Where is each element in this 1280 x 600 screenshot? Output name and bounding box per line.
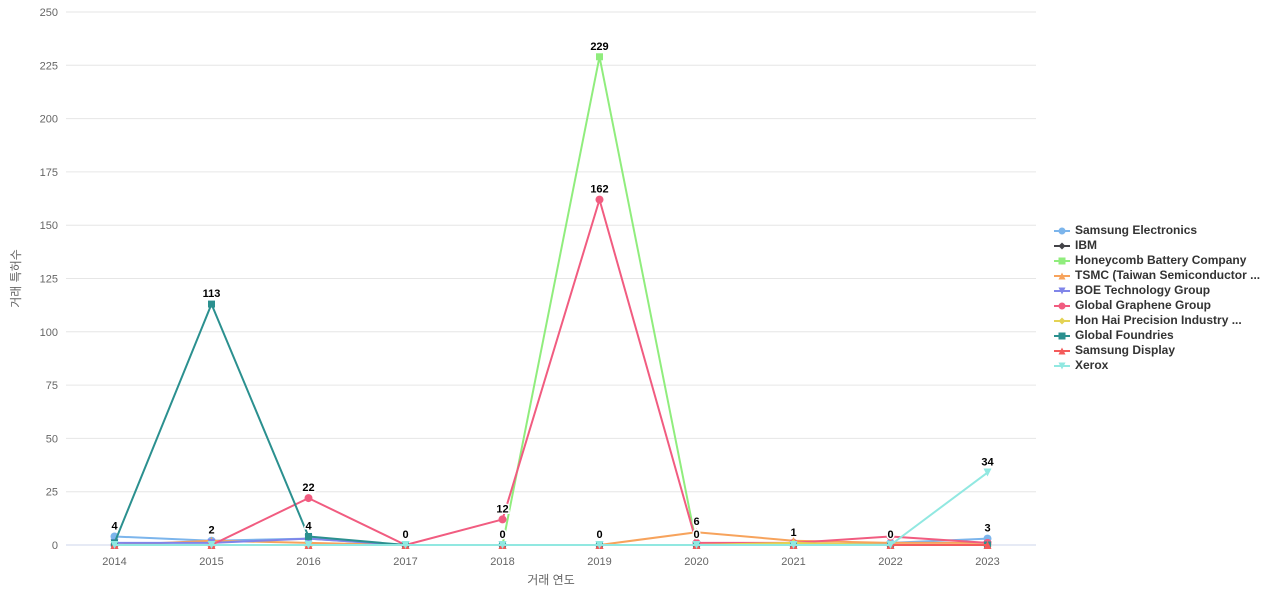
data-label-2016-4: 4 [305, 520, 312, 532]
legend-label-samsung-display: Samsung Display [1075, 343, 1176, 357]
data-label-2017-0: 0 [402, 529, 408, 541]
point-xerox-2015[interactable] [207, 541, 216, 549]
legend-marker-global-graphene-group [1054, 302, 1070, 309]
legend-item-global-foundries[interactable]: Global Foundries [1054, 328, 1260, 343]
legend-label-honeycomb-battery-company: Honeycomb Battery Company [1075, 253, 1247, 267]
point-xerox-2019[interactable] [595, 541, 604, 549]
legend-marker-global-foundries [1054, 332, 1070, 339]
point-xerox-2014[interactable] [110, 541, 119, 549]
data-label-2021-1: 1 [790, 527, 796, 539]
legend-item-samsung-display[interactable]: Samsung Display [1054, 343, 1260, 358]
x-tick-label-2021: 2021 [781, 556, 805, 568]
x-tick-label-2018: 2018 [490, 556, 514, 568]
point-global-graphene-group-2019[interactable] [595, 195, 604, 204]
data-label-2016-22: 22 [302, 482, 314, 494]
point-xerox-2016[interactable] [304, 541, 313, 549]
x-tick-label-2014: 2014 [102, 556, 126, 568]
x-tick-label-2016: 2016 [296, 556, 320, 568]
legend-label-global-foundries: Global Foundries [1075, 328, 1174, 342]
legend-label-hon-hai-precision-industry: Hon Hai Precision Industry ... [1075, 313, 1242, 327]
legend-item-boe-technology-group[interactable]: BOE Technology Group [1054, 283, 1260, 298]
series-line-honeycomb-battery-company [113, 55, 989, 546]
y-tick-label: 50 [46, 433, 58, 445]
point-xerox-2021[interactable] [789, 541, 798, 549]
legend-item-xerox[interactable]: Xerox [1054, 358, 1260, 373]
legend-label-samsung-electronics: Samsung Electronics [1075, 223, 1198, 237]
data-label-2018-12: 12 [496, 503, 508, 515]
series-global-graphene-group [110, 195, 992, 549]
data-label-2023-34: 34 [981, 457, 994, 469]
data-label-2019-229: 229 [590, 41, 608, 53]
legend-item-ibm[interactable]: IBM [1054, 238, 1260, 253]
data-label-2020-0: 0 [693, 529, 699, 541]
legend-marker-samsung-electronics [1054, 227, 1070, 234]
series-line-global-graphene-group [113, 198, 989, 546]
point-global-foundries-2016[interactable] [305, 532, 312, 540]
legend-marker-hon-hai-precision-industry [1054, 317, 1070, 324]
series-line-global-foundries [113, 303, 989, 546]
point-xerox-2020[interactable] [692, 541, 701, 549]
legend-marker-xerox [1054, 362, 1070, 369]
legend-item-tsmc-taiwan-semiconductor[interactable]: TSMC (Taiwan Semiconductor ... [1054, 268, 1260, 283]
data-label-2015-113: 113 [203, 288, 221, 300]
point-samsung-display-2023[interactable] [983, 541, 992, 549]
legend-label-global-graphene-group: Global Graphene Group [1075, 298, 1212, 312]
data-label-2022-0: 0 [887, 529, 893, 541]
y-tick-label: 75 [46, 380, 58, 392]
legend-marker-tsmc-taiwan-semiconductor [1054, 272, 1070, 279]
data-label-2019-162: 162 [590, 184, 608, 196]
data-label-2019-0: 0 [596, 529, 602, 541]
series-xerox [110, 468, 992, 549]
y-tick-label: 0 [52, 540, 58, 552]
x-tick-label-2019: 2019 [587, 556, 611, 568]
legend-marker-boe-technology-group [1054, 287, 1070, 294]
point-global-foundries-2015[interactable] [208, 300, 215, 308]
legend-item-hon-hai-precision-industry[interactable]: Hon Hai Precision Industry ... [1054, 313, 1260, 328]
point-global-graphene-group-2022[interactable] [886, 532, 895, 541]
point-global-graphene-group-2016[interactable] [304, 494, 313, 503]
legend-label-xerox: Xerox [1075, 358, 1109, 372]
x-tick-label-2023: 2023 [975, 556, 999, 568]
point-xerox-2017[interactable] [401, 541, 410, 549]
legend-item-samsung-electronics[interactable]: Samsung Electronics [1054, 223, 1260, 238]
y-tick-label: 200 [40, 114, 58, 126]
y-tick-label: 250 [40, 7, 58, 19]
data-label-2014-4: 4 [111, 520, 118, 532]
legend-label-tsmc-taiwan-semiconductor: TSMC (Taiwan Semiconductor ... [1075, 268, 1261, 282]
x-tick-label-2017: 2017 [393, 556, 417, 568]
y-tick-label: 150 [40, 220, 58, 232]
chart-legend: Samsung Electronics IBM Honeycomb Battery … [1054, 223, 1260, 373]
data-label-2015-2: 2 [208, 525, 214, 537]
point-xerox-2022[interactable] [886, 541, 895, 549]
point-xerox-2018[interactable] [498, 541, 507, 549]
y-tick-label: 25 [46, 487, 58, 499]
series-honeycomb-battery-company [111, 53, 991, 549]
legend-item-honeycomb-battery-company[interactable]: Honeycomb Battery Company [1054, 253, 1260, 268]
y-tick-label: 100 [40, 327, 58, 339]
x-tick-label-2015: 2015 [199, 556, 223, 568]
y-tick-label: 125 [40, 274, 58, 286]
legend-marker-ibm [1054, 242, 1070, 249]
y-tick-label: 225 [40, 60, 58, 72]
x-tick-label-2020: 2020 [684, 556, 708, 568]
legend-item-global-graphene-group[interactable]: Global Graphene Group [1054, 298, 1260, 313]
x-tick-label-2022: 2022 [878, 556, 902, 568]
legend-marker-honeycomb-battery-company [1054, 257, 1070, 264]
legend-label-boe-technology-group: BOE Technology Group [1075, 283, 1211, 297]
legend-label-ibm: IBM [1075, 238, 1097, 252]
point-honeycomb-battery-company-2019[interactable] [596, 53, 603, 61]
y-tick-label: 175 [40, 167, 58, 179]
data-label-2018-0: 0 [499, 529, 505, 541]
x-axis-title: 거래 연도 [527, 573, 575, 587]
series-global-foundries [111, 300, 991, 549]
y-axis-title: 거래 특허수 [9, 249, 23, 308]
series-line-xerox [113, 471, 989, 546]
legend-marker-samsung-display [1054, 347, 1070, 354]
data-label-2020-6: 6 [693, 516, 699, 528]
point-xerox-2023[interactable] [983, 468, 992, 477]
data-label-2023-3: 3 [984, 523, 990, 535]
point-global-graphene-group-2018[interactable] [498, 515, 507, 524]
